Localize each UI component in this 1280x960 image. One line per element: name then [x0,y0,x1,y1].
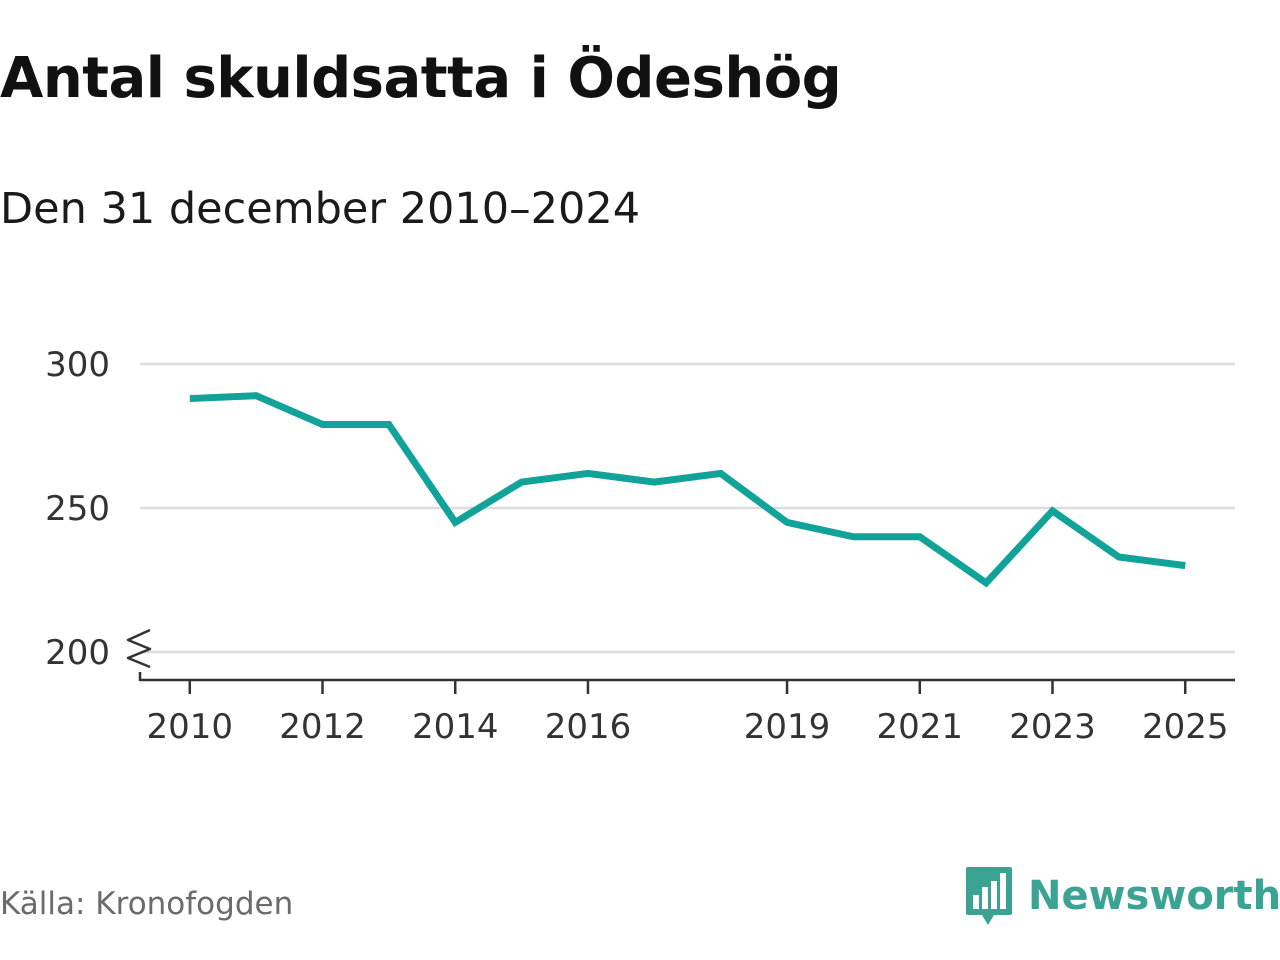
axis-break-icon [126,628,152,669]
y-tick-label: 250 [45,489,110,529]
x-tick-label: 2021 [877,707,964,747]
series-line [189,392,1186,588]
x-tick-label: 2019 [744,707,831,747]
x-tick-label: 2023 [1009,707,1096,747]
y-tick-label: 200 [45,633,110,673]
x-tick-label: 2014 [412,707,499,747]
brand-logo: Newsworthy [964,864,1280,928]
x-tick-label: 2016 [545,707,632,747]
x-tick-label: 2012 [279,707,366,747]
chart-title: Antal skuldsatta i Ödeshög [0,46,842,111]
source-note: Källa: Kronofogden [0,886,294,922]
bar-chart-speech-bubble-icon [966,867,1012,925]
x-tick-label: 2010 [147,707,234,747]
chart-subtitle: Den 31 december 2010–2024 [0,184,641,234]
brand-name: Newsworthy [1028,873,1280,919]
x-tick-label: 2025 [1142,707,1229,747]
y-tick-label: 300 [45,345,110,385]
